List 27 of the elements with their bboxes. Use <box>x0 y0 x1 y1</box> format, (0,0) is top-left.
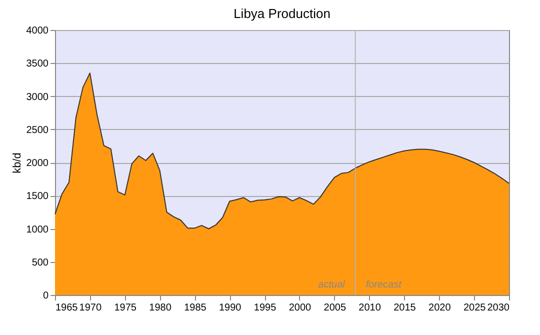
annotation: forecast <box>366 280 403 291</box>
y-axis-title: kb/d <box>11 152 24 174</box>
x-tick-label: 1990 <box>218 302 242 314</box>
x-tick-label: 2030 <box>487 302 510 314</box>
y-tick-label: 3000 <box>26 92 49 103</box>
x-tick-label: 2015 <box>394 302 416 314</box>
x-tick-label: 1970 <box>79 302 102 314</box>
y-tick-label: 2000 <box>26 158 49 169</box>
y-tick-label: 2500 <box>26 124 49 136</box>
x-tick-label: 1980 <box>149 302 172 314</box>
x-tick-label: 1985 <box>184 302 207 314</box>
y-tick-label: 1000 <box>26 224 49 236</box>
x-tick-label: 2010 <box>358 302 382 314</box>
x-tick-label: 1995 <box>254 302 277 314</box>
x-tick-label: 1975 <box>114 302 137 314</box>
x-tick-label: 1965 <box>56 302 78 314</box>
y-tick-label: 3500 <box>26 58 49 70</box>
y-tick-label: 0 <box>42 290 49 302</box>
x-tick-label: 2025 <box>463 302 486 314</box>
y-tick-label: 500 <box>32 257 49 268</box>
x-tick-label: 2020 <box>428 302 452 314</box>
annotation: actual <box>318 280 346 291</box>
y-tick-label: 1500 <box>26 191 49 202</box>
y-tick-label: 4000 <box>26 26 49 36</box>
x-tick-label: 2000 <box>288 302 312 314</box>
x-tick-label: 2005 <box>324 302 346 314</box>
chart-title: Libya Production <box>234 6 330 21</box>
